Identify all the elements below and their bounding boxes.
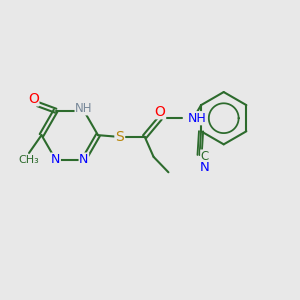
Text: S: S (115, 130, 124, 144)
Text: NH: NH (75, 102, 93, 115)
Text: O: O (28, 92, 39, 106)
Text: N: N (51, 153, 60, 166)
Text: CH₃: CH₃ (19, 154, 39, 164)
Text: N: N (200, 161, 210, 174)
Text: O: O (155, 105, 166, 119)
Text: N: N (79, 153, 88, 166)
Text: NH: NH (188, 112, 206, 125)
Text: C: C (201, 150, 209, 163)
